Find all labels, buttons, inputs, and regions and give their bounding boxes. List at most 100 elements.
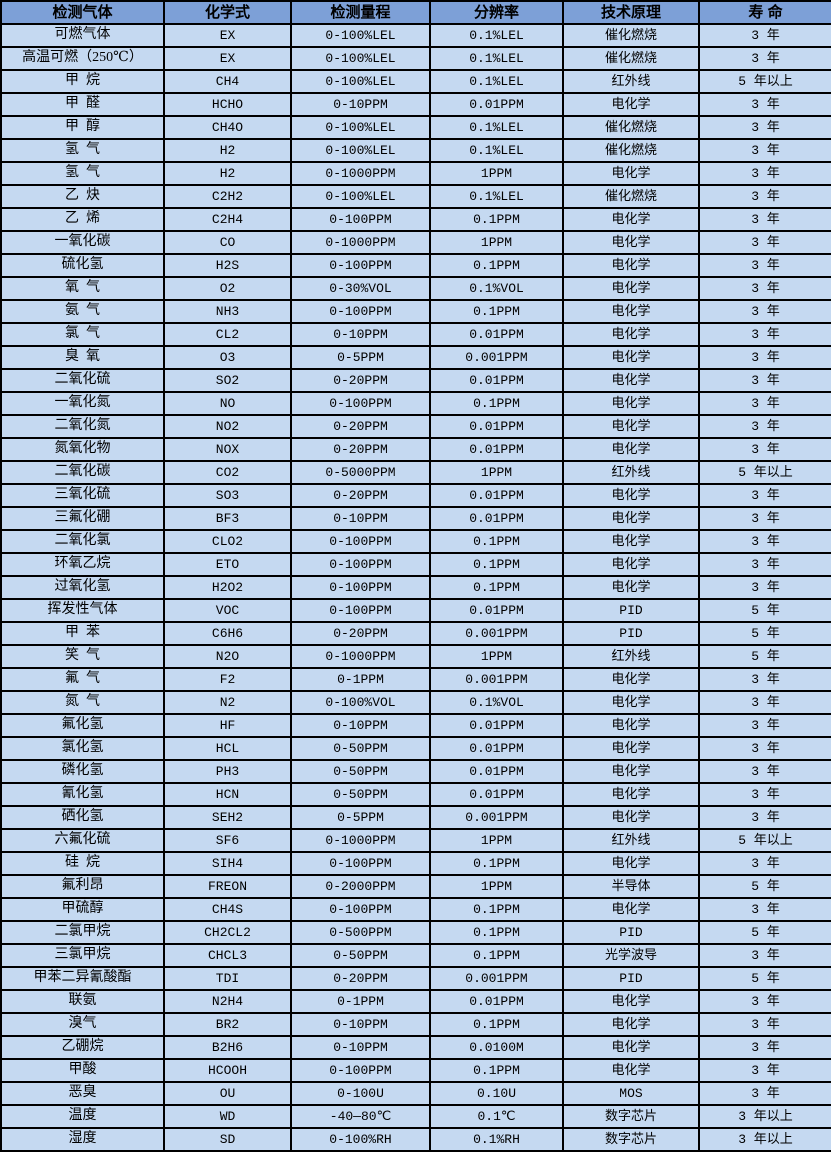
cell-resolution: 0.01PPM — [429, 759, 564, 784]
cell-principle: 电化学 — [562, 989, 700, 1014]
cell-principle: 半导体 — [562, 874, 700, 899]
cell-formula: TDI — [163, 966, 292, 991]
cell-formula: N2O — [163, 644, 292, 669]
cell-lifespan: 3 年 — [698, 1012, 831, 1037]
cell-range: 0-2000PPM — [290, 874, 431, 899]
cell-formula: HCL — [163, 736, 292, 761]
cell-resolution: 0.01PPM — [429, 598, 564, 623]
cell-lifespan: 3 年 — [698, 897, 831, 922]
cell-resolution: 0.01PPM — [429, 414, 564, 439]
table-row: 乙硼烷 B2H6 0-10PPM 0.0100M 电化学 3 年 — [0, 1035, 831, 1060]
cell-resolution: 0.0100M — [429, 1035, 564, 1060]
cell-principle: 红外线 — [562, 460, 700, 485]
cell-gas-name: 二氧化氯 — [0, 529, 165, 554]
cell-resolution: 1PPM — [429, 460, 564, 485]
cell-resolution: 0.01PPM — [429, 483, 564, 508]
table-row: 恶臭 OU 0-100U 0.10U MOS 3 年 — [0, 1081, 831, 1106]
table-row: 氯化氢 HCL 0-50PPM 0.01PPM 电化学 3 年 — [0, 736, 831, 761]
table-row: 温度 WD -40—80℃ 0.1℃ 数字芯片 3 年以上 — [0, 1104, 831, 1129]
header-row: 检测气体 化学式 检测量程 分辨率 技术原理 寿 命 — [0, 0, 831, 25]
cell-range: 0-50PPM — [290, 943, 431, 968]
cell-lifespan: 5 年 — [698, 598, 831, 623]
cell-gas-name: 氯 气 — [0, 322, 165, 347]
cell-range: -40—80℃ — [290, 1104, 431, 1129]
cell-gas-name: 温度 — [0, 1104, 165, 1129]
table-row: 硫化氢 H2S 0-100PPM 0.1PPM 电化学 3 年 — [0, 253, 831, 278]
cell-range: 0-500PPM — [290, 920, 431, 945]
cell-resolution: 0.1%LEL — [429, 115, 564, 140]
table-row: 溴气 BR2 0-10PPM 0.1PPM 电化学 3 年 — [0, 1012, 831, 1037]
table-row: 二氯甲烷 CH2CL2 0-500PPM 0.1PPM PID 5 年 — [0, 920, 831, 945]
cell-lifespan: 3 年 — [698, 437, 831, 462]
table-row: 氟 气 F2 0-1PPM 0.001PPM 电化学 3 年 — [0, 667, 831, 692]
cell-range: 0-1000PPM — [290, 828, 431, 853]
table-row: 一氧化碳 CO 0-1000PPM 1PPM 电化学 3 年 — [0, 230, 831, 255]
cell-gas-name: 笑 气 — [0, 644, 165, 669]
cell-formula: NO2 — [163, 414, 292, 439]
cell-lifespan: 3 年 — [698, 138, 831, 163]
cell-formula: WD — [163, 1104, 292, 1129]
cell-lifespan: 3 年 — [698, 575, 831, 600]
table-row: 氮 气 N2 0-100%VOL 0.1%VOL 电化学 3 年 — [0, 690, 831, 715]
cell-formula: CH4 — [163, 69, 292, 94]
cell-principle: 电化学 — [562, 713, 700, 738]
cell-gas-name: 过氧化氢 — [0, 575, 165, 600]
cell-lifespan: 5 年以上 — [698, 828, 831, 853]
cell-principle: 电化学 — [562, 667, 700, 692]
cell-formula: EX — [163, 23, 292, 48]
table-row: 臭 氧 O3 0-5PPM 0.001PPM 电化学 3 年 — [0, 345, 831, 370]
cell-lifespan: 3 年 — [698, 552, 831, 577]
cell-principle: 红外线 — [562, 828, 700, 853]
cell-range: 0-100PPM — [290, 552, 431, 577]
cell-formula: HF — [163, 713, 292, 738]
cell-resolution: 0.01PPM — [429, 506, 564, 531]
cell-principle: 电化学 — [562, 575, 700, 600]
cell-range: 0-100%VOL — [290, 690, 431, 715]
cell-resolution: 0.1PPM — [429, 207, 564, 232]
cell-principle: 催化燃烧 — [562, 184, 700, 209]
cell-lifespan: 3 年 — [698, 46, 831, 71]
cell-range: 0-100PPM — [290, 598, 431, 623]
cell-resolution: 1PPM — [429, 874, 564, 899]
cell-resolution: 0.001PPM — [429, 667, 564, 692]
cell-principle: 电化学 — [562, 736, 700, 761]
cell-gas-name: 硒化氢 — [0, 805, 165, 830]
cell-lifespan: 3 年以上 — [698, 1127, 831, 1152]
cell-resolution: 0.1PPM — [429, 1012, 564, 1037]
table-row: 二氧化碳 CO2 0-5000PPM 1PPM 红外线 5 年以上 — [0, 460, 831, 485]
table-row: 氧 气 O2 0-30%VOL 0.1%VOL 电化学 3 年 — [0, 276, 831, 301]
cell-resolution: 0.1PPM — [429, 552, 564, 577]
cell-lifespan: 5 年 — [698, 621, 831, 646]
cell-gas-name: 磷化氢 — [0, 759, 165, 784]
cell-resolution: 0.01PPM — [429, 437, 564, 462]
cell-gas-name: 联氨 — [0, 989, 165, 1014]
cell-principle: 电化学 — [562, 1012, 700, 1037]
cell-formula: N2 — [163, 690, 292, 715]
cell-formula: CH4S — [163, 897, 292, 922]
cell-formula: NH3 — [163, 299, 292, 324]
cell-formula: C2H4 — [163, 207, 292, 232]
cell-range: 0-10PPM — [290, 92, 431, 117]
cell-gas-name: 恶臭 — [0, 1081, 165, 1106]
cell-lifespan: 3 年 — [698, 1081, 831, 1106]
column-header-lifespan: 寿 命 — [698, 0, 831, 25]
cell-resolution: 0.1%RH — [429, 1127, 564, 1152]
cell-lifespan: 5 年 — [698, 644, 831, 669]
cell-gas-name: 二氯甲烷 — [0, 920, 165, 945]
table-row: 笑 气 N2O 0-1000PPM 1PPM 红外线 5 年 — [0, 644, 831, 669]
table-row: 甲硫醇 CH4S 0-100PPM 0.1PPM 电化学 3 年 — [0, 897, 831, 922]
cell-principle: 电化学 — [562, 1058, 700, 1083]
cell-principle: 电化学 — [562, 391, 700, 416]
cell-principle: 光学波导 — [562, 943, 700, 968]
cell-range: 0-100%RH — [290, 1127, 431, 1152]
column-header-range: 检测量程 — [290, 0, 431, 25]
table-row: 甲苯二异氰酸酯 TDI 0-20PPM 0.001PPM PID 5 年 — [0, 966, 831, 991]
cell-range: 0-100%LEL — [290, 23, 431, 48]
table-header: 检测气体 化学式 检测量程 分辨率 技术原理 寿 命 — [0, 0, 831, 25]
cell-principle: MOS — [562, 1081, 700, 1106]
cell-gas-name: 高温可燃（250℃） — [0, 46, 165, 71]
cell-lifespan: 3 年 — [698, 506, 831, 531]
cell-principle: 电化学 — [562, 414, 700, 439]
table-row: 氮氧化物 NOX 0-20PPM 0.01PPM 电化学 3 年 — [0, 437, 831, 462]
cell-range: 0-100PPM — [290, 299, 431, 324]
